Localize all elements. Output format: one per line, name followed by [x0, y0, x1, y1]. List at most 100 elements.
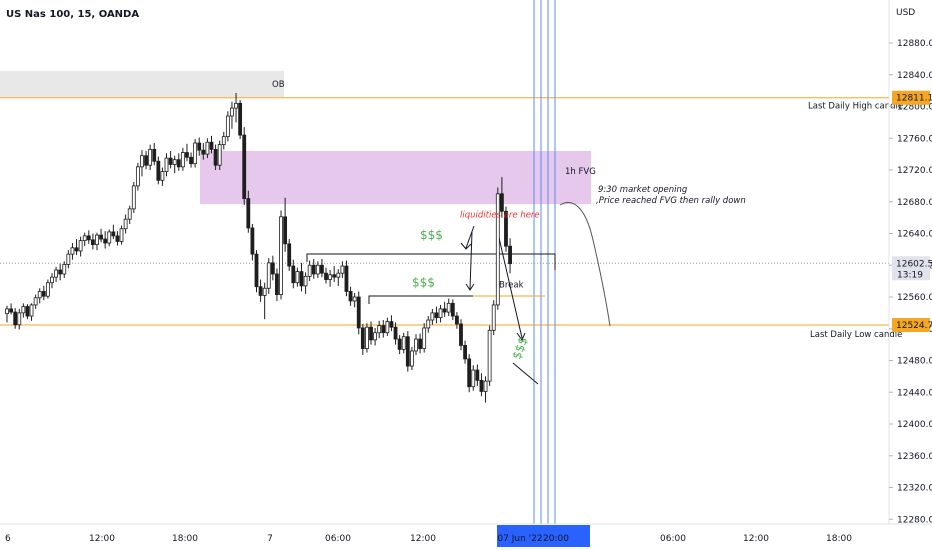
candle — [475, 364, 480, 386]
money-label-3: $$$ — [509, 335, 530, 361]
candle — [287, 239, 292, 271]
x-tick-label: 12:00 — [89, 534, 115, 544]
candle — [356, 291, 361, 335]
y-tick-label: 12720.0 — [897, 166, 932, 176]
candle — [189, 152, 193, 168]
x-tick-label: 6 — [5, 534, 11, 544]
candle — [332, 266, 337, 282]
candle — [99, 228, 103, 243]
candle — [303, 272, 308, 294]
candle — [58, 263, 63, 281]
candle — [119, 225, 124, 245]
liquidity-arrow-2[interactable] — [465, 231, 475, 291]
candle — [495, 187, 500, 310]
candle — [373, 327, 378, 346]
candle — [95, 232, 99, 251]
candle — [131, 181, 136, 213]
liquidity-arrow-3[interactable] — [496, 228, 526, 342]
candle — [279, 210, 283, 300]
candle — [324, 267, 328, 284]
candle — [418, 333, 422, 354]
y-tick-label: 12400.0 — [897, 420, 932, 430]
candle — [381, 320, 386, 338]
time-axis[interactable]: 6 12:00 18:00 7 06:00 12:00 07 Jun '22 20:00 06:… — [5, 534, 852, 544]
candle — [479, 373, 484, 397]
candle — [197, 137, 202, 156]
candle — [299, 262, 304, 292]
fvg-reaction-note: ,Price reached FVG then rally down — [596, 196, 746, 206]
price-tag: 12524.7 — [896, 321, 932, 331]
break-label: Break — [499, 281, 524, 291]
candle — [434, 306, 439, 324]
projection-curve[interactable] — [559, 202, 611, 327]
candle — [426, 316, 431, 333]
fvg-label: 1h FVG — [565, 167, 596, 177]
fvg-zone[interactable] — [200, 150, 591, 205]
candle — [499, 177, 504, 218]
daily-low-label: Last Daily Low candle — [810, 330, 902, 340]
candle — [389, 315, 394, 332]
money-label-1: $$$ — [420, 228, 443, 242]
price-tag: 12602.5 — [896, 259, 932, 269]
currency-label: USD — [896, 8, 915, 18]
candle — [9, 303, 13, 315]
y-tick-label: 12640.0 — [897, 230, 932, 240]
candle — [487, 325, 492, 386]
candle — [172, 155, 177, 174]
price-tag-bg — [892, 256, 930, 281]
candle — [450, 299, 455, 321]
liquidity-line-upper[interactable] — [306, 253, 556, 270]
order-block-zone[interactable] — [0, 70, 284, 97]
x-tick-label: 18:00 — [826, 534, 852, 544]
candle — [168, 150, 173, 169]
x-tick-label: 12:00 — [743, 534, 769, 544]
candle — [217, 140, 222, 170]
candle — [21, 303, 26, 318]
candle — [275, 268, 279, 301]
y-tick-label: 12800.0 — [897, 103, 932, 113]
candle — [483, 376, 488, 403]
candle — [262, 282, 267, 320]
candle — [148, 144, 153, 170]
candle — [311, 258, 316, 279]
candle — [369, 321, 373, 345]
daily-high-label: Last Daily High candle — [808, 102, 903, 112]
candle — [250, 223, 255, 261]
liquidity-line-lower[interactable] — [368, 295, 473, 304]
candle — [230, 101, 234, 129]
candle — [377, 320, 382, 339]
candle — [307, 260, 312, 282]
candle — [254, 250, 259, 293]
price-tag-bg — [892, 318, 930, 333]
candle — [193, 139, 198, 168]
candle — [246, 190, 251, 233]
candle — [209, 135, 214, 154]
money-label-2: $$$ — [412, 276, 435, 290]
candle — [103, 231, 108, 249]
candle — [266, 258, 271, 294]
liquidity-arrow-1[interactable] — [460, 225, 475, 250]
y-tick-label: 12560.0 — [897, 293, 932, 303]
sweep-line[interactable] — [512, 362, 539, 385]
x-tick-label: 20:00 — [543, 534, 569, 544]
candle — [123, 214, 128, 234]
candle — [213, 144, 218, 170]
candle — [70, 243, 75, 260]
candle — [74, 239, 79, 255]
candle — [344, 260, 349, 297]
candle — [50, 273, 54, 289]
candle — [107, 229, 112, 247]
candle — [127, 205, 132, 224]
candle — [463, 340, 467, 364]
x-tick-label: 12:00 — [410, 534, 436, 544]
drawing-tools[interactable] — [306, 202, 611, 385]
market-open-note: 9:30 market opening — [598, 185, 688, 195]
price-tag-bg — [892, 90, 930, 105]
candle — [401, 332, 406, 354]
candle — [352, 293, 357, 308]
liquidity-note: liquidities are here — [460, 211, 540, 221]
candle — [238, 100, 243, 140]
candle — [405, 331, 410, 372]
price-axis[interactable]: 12880.0 12840.0 12800.0 12760.0 12720.0 12680… — [889, 39, 932, 525]
